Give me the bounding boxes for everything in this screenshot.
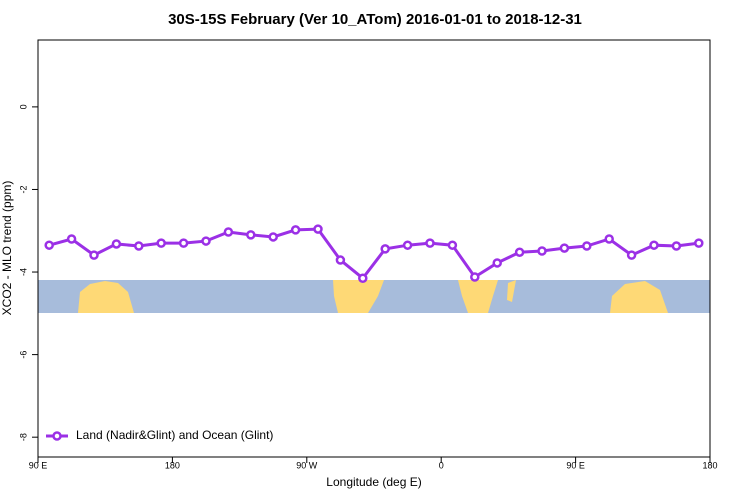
data-point (694, 238, 704, 248)
data-point (134, 241, 144, 251)
data-point (178, 238, 189, 248)
data-point (380, 244, 390, 254)
map-band (38, 280, 710, 313)
x-tick-label: 90 E (29, 460, 48, 470)
y-tick-label: -2 (18, 185, 28, 193)
land (458, 280, 498, 313)
data-point (44, 240, 54, 250)
x-tick-label: 0 (439, 460, 444, 470)
data-point (111, 239, 122, 249)
legend-label: Land (Nadir&Glint) and Ocean (Glint) (76, 428, 273, 442)
data-point (425, 238, 435, 248)
data-point (582, 241, 592, 251)
x-tick-label: 90 E (566, 460, 585, 470)
y-tick-label: 0 (18, 104, 28, 109)
data-point (604, 234, 614, 244)
y-tick-label: -8 (18, 433, 28, 441)
land (333, 280, 384, 313)
data-point (626, 250, 637, 260)
data-point (335, 255, 346, 265)
y-tick-label: -4 (18, 268, 28, 276)
data-point (268, 232, 278, 242)
chart-title: 30S-15S February (Ver 10_ATom) 2016-01-0… (168, 11, 582, 28)
data-point (290, 225, 301, 235)
land (610, 281, 668, 313)
data-point (201, 236, 211, 246)
land (78, 281, 134, 313)
data-point (537, 246, 547, 256)
data-point (559, 243, 570, 253)
data-point (246, 230, 256, 240)
data-point (156, 238, 166, 248)
data-point (313, 224, 323, 234)
data-point (470, 272, 480, 282)
data-point (358, 273, 368, 283)
data-point (514, 247, 525, 257)
series-line (48, 227, 699, 281)
data-point (66, 234, 77, 244)
legend-marker (52, 431, 62, 441)
data-point (671, 241, 682, 251)
data-point (89, 250, 99, 260)
land (507, 280, 516, 302)
y-tick-label: -6 (18, 351, 28, 359)
data-point (447, 240, 458, 250)
x-tick-label: 90 W (296, 460, 318, 470)
x-axis-label: Longitude (deg E) (326, 475, 421, 489)
data-point (649, 240, 659, 250)
x-tick-label: 180 (702, 460, 717, 470)
data-point (223, 227, 234, 237)
x-tick-label: 180 (165, 460, 180, 470)
data-point (492, 258, 502, 268)
plot-frame (37, 39, 711, 458)
data-point (402, 240, 413, 250)
y-axis-label: XCO2 - MLO trend (ppm) (0, 181, 14, 316)
